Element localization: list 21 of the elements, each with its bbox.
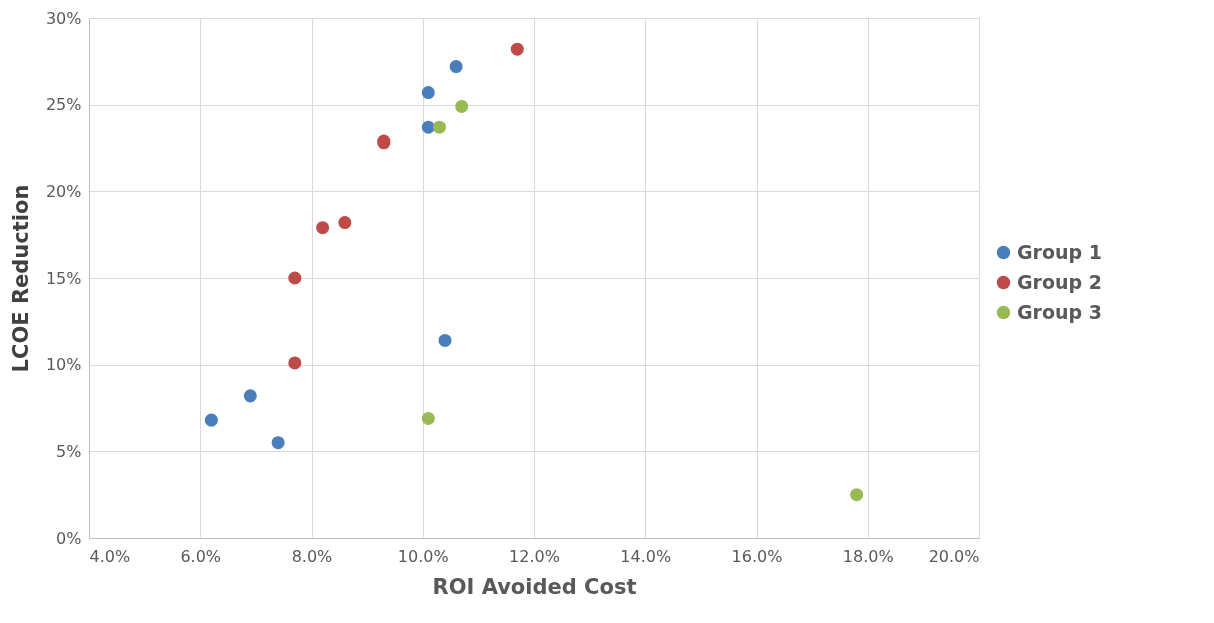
legend-label: Group 3 [1017,300,1102,323]
x-tick-label: 18.0% [842,546,894,566]
x-tick-label: 6.0% [180,546,222,566]
x-tick-label: 14.0% [620,546,672,566]
y-tick-label: 30% [45,8,82,28]
legend-label: Group 1 [1017,240,1102,263]
x-tick-label: 16.0% [731,546,783,566]
x-tick-label: 8.0% [291,546,333,566]
y-tick-label: 25% [45,95,82,115]
y-tick-label: 20% [45,181,82,201]
y-tick-label: 5% [56,441,82,461]
x-tick-label: 20.0% [928,546,980,566]
x-tick-label: 10.0% [397,546,449,566]
y-tick-label: 15% [45,268,82,288]
legend-label: Group 2 [1017,270,1102,293]
y-tick-label: 0% [56,528,82,548]
x-axis-title: ROI Avoided Cost [432,574,637,599]
x-tick-label: 12.0% [509,546,560,566]
x-tick-label: 4.0% [89,546,131,566]
y-tick-label: 10% [45,355,82,375]
y-axis-title: LCOE Reduction [8,184,33,373]
